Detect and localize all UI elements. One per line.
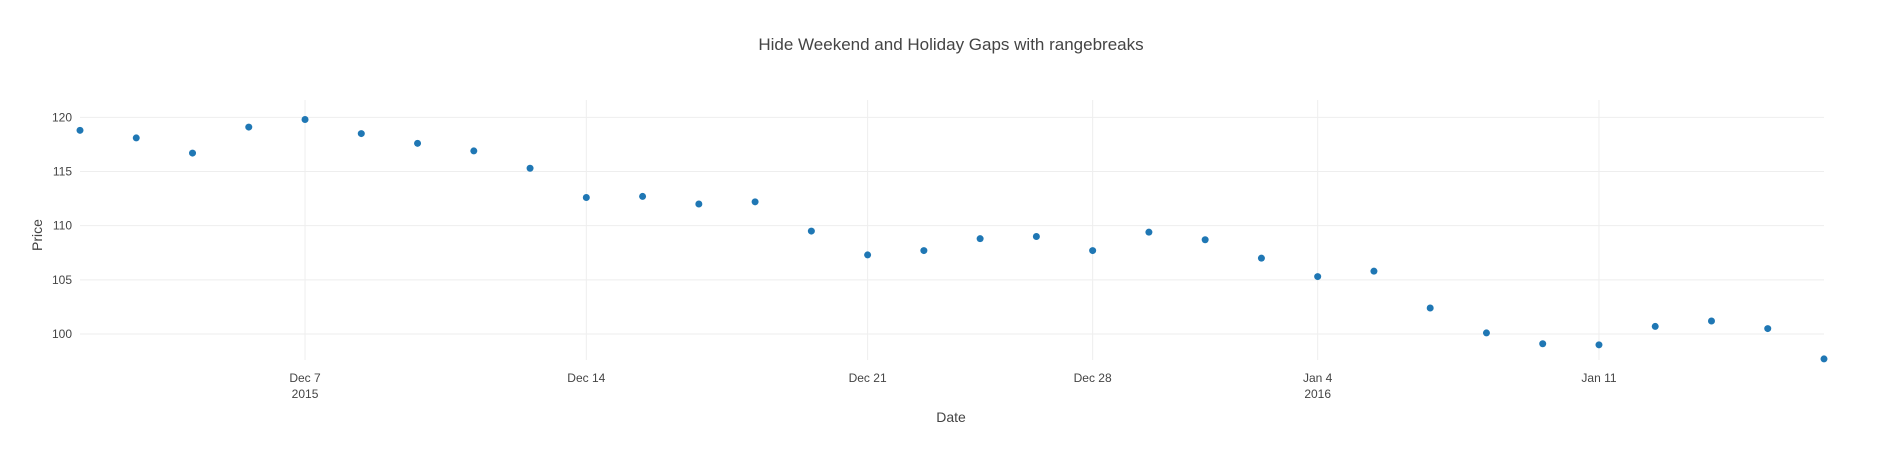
data-point[interactable] [76,126,84,134]
data-point[interactable] [1426,304,1434,312]
chart-title: Hide Weekend and Holiday Gaps with range… [758,35,1143,54]
x-tick-year-label: 2016 [1304,387,1331,401]
y-tick-label: 110 [53,219,72,233]
data-point[interactable] [695,200,703,208]
data-point[interactable] [1595,341,1603,349]
data-point[interactable] [1257,254,1265,262]
data-point[interactable] [357,130,365,138]
data-point[interactable] [1314,273,1322,281]
data-point[interactable] [1707,317,1715,325]
x-axis-title: Date [936,409,966,425]
data-point[interactable] [526,164,534,172]
data-point[interactable] [1820,355,1828,363]
y-tick-label: 120 [52,110,72,124]
data-points [76,116,1828,363]
data-point[interactable] [470,147,478,155]
data-point[interactable] [582,194,590,201]
y-tick-label: 100 [52,327,72,341]
data-point[interactable] [1370,267,1378,275]
grid-layer [80,100,1824,360]
data-point[interactable] [751,198,759,206]
x-tick-label: Dec 7 [289,371,321,385]
y-tick-label: 105 [52,273,72,287]
data-point[interactable] [807,227,815,235]
data-point[interactable] [1201,236,1209,244]
data-point[interactable] [920,247,928,255]
y-tick-label: 115 [53,165,72,179]
data-point[interactable] [864,251,872,259]
y-axis-ticks: 100 105 110 115 120 [52,110,72,341]
x-tick-label: Jan 11 [1581,371,1616,385]
data-point[interactable] [1651,322,1659,330]
data-point[interactable] [976,235,984,243]
data-point[interactable] [639,192,647,200]
x-tick-label: Dec 21 [849,371,887,385]
y-axis-title: Price [29,219,45,251]
data-point[interactable] [1032,233,1040,240]
data-point[interactable] [189,149,197,157]
data-point[interactable] [1539,340,1547,348]
x-tick-label: Dec 14 [567,371,605,385]
data-point[interactable] [132,134,140,142]
data-point[interactable] [1145,228,1153,236]
x-axis-ticks: Dec 7 2015 Dec 14 Dec 21 Dec 28 Jan 4 2016 Jan … [289,371,1617,401]
data-point[interactable] [1482,329,1490,337]
x-tick-year-label: 2015 [292,387,319,401]
x-tick-label: Dec 28 [1074,371,1112,385]
data-point[interactable] [1764,325,1772,333]
data-point[interactable] [301,116,309,123]
x-tick-label: Jan 4 [1303,371,1333,385]
data-point[interactable] [1089,247,1097,255]
data-point[interactable] [245,123,253,131]
data-point[interactable] [414,139,422,147]
